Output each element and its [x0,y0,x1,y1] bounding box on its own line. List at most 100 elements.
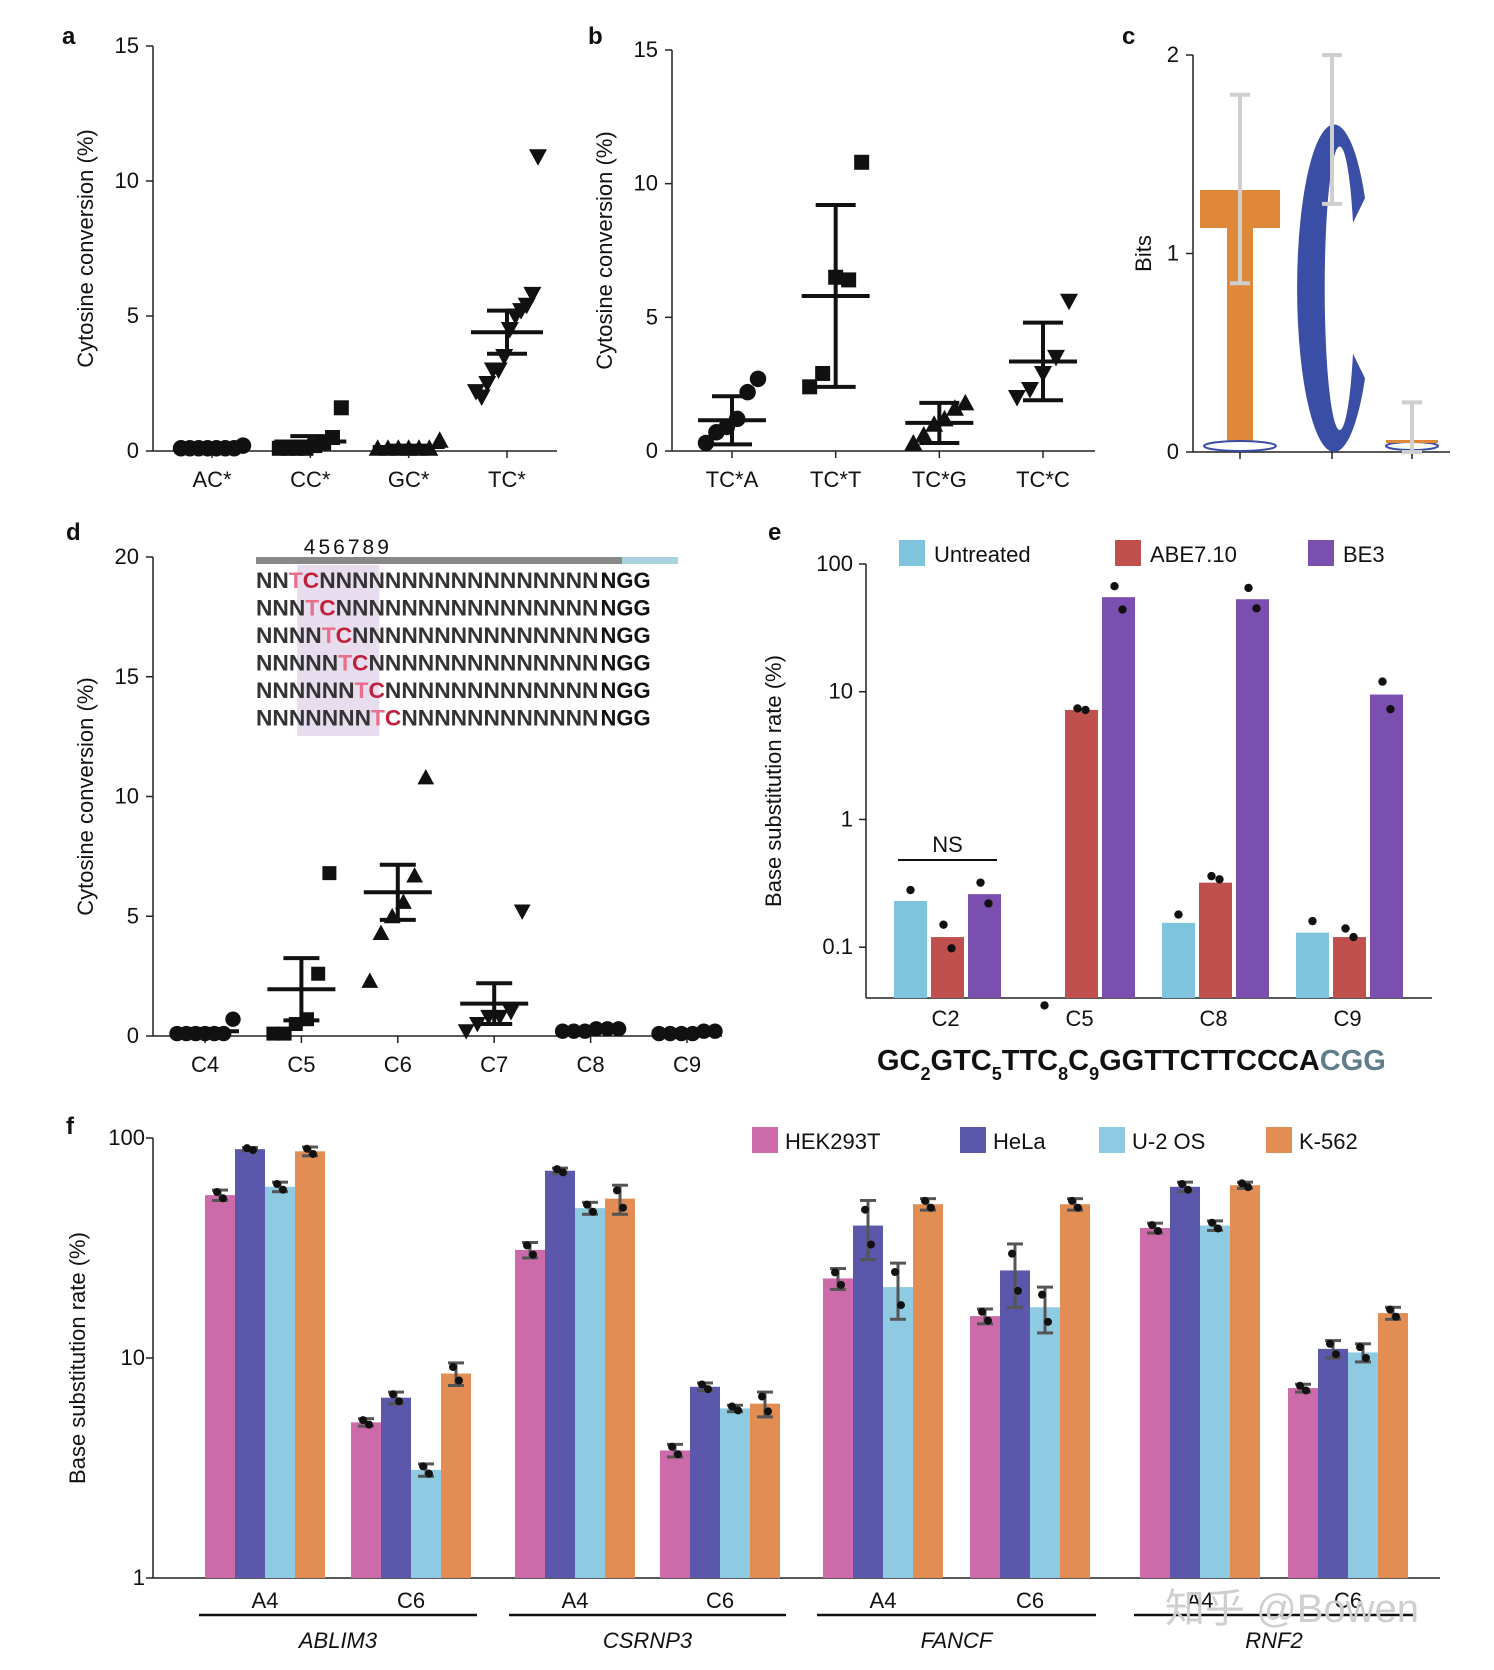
bar [381,1397,411,1578]
y-axis-label: Base substitution rate (%) [65,1232,90,1484]
bar [351,1422,381,1578]
data-point [502,1005,520,1021]
data-point [303,1144,311,1153]
chart-c-sequence-logo: 0 1 2 Bits [1131,42,1450,464]
legend-label: U-2 OS [1132,1129,1205,1154]
x-tick-label: C2 [931,1006,959,1031]
data-point [749,370,767,388]
x-tick-label: C5 [287,1052,315,1077]
seq-pre: NNNNNN [256,678,355,703]
data-point [1362,1354,1370,1362]
y-tick-label: 15 [115,33,139,58]
data-point [529,1250,537,1259]
bar [515,1249,545,1578]
data-point [359,1416,367,1425]
sequence-part: C [1068,1045,1089,1077]
legend-label: Untreated [934,542,1031,567]
data-point [1184,1185,1192,1194]
data-point [311,966,326,981]
data-point [1068,1196,1076,1205]
seq-t: T [289,568,303,593]
bar [720,1408,750,1578]
y-tick-label: 100 [108,1125,145,1150]
data-point [758,1392,766,1401]
data-point [234,437,252,454]
data-point [517,297,536,315]
bar [853,1225,883,1578]
y-tick-label: 0 [646,438,658,463]
data-point [583,1200,591,1209]
x-tick-label: C9 [673,1052,701,1077]
seq-post: NNNNNNNNNNNNNN [368,651,598,676]
gene-label: RNF2 [1245,1628,1302,1653]
bar [1318,1348,1348,1578]
bar [1348,1352,1378,1578]
data-point [513,904,531,920]
data-point [891,1267,899,1276]
data-point [728,1402,736,1411]
bar [1236,599,1269,998]
data-point [266,1026,281,1041]
x-tick-label: A4 [562,1588,589,1613]
data-point [976,878,985,887]
data-point [978,1307,986,1316]
data-point [1021,382,1039,399]
seq-pam: NGG [601,623,651,648]
x-tick-label: TC*T [810,467,861,492]
legend-label: ABE7.10 [1150,542,1237,567]
data-point [1356,1343,1364,1352]
bar [1140,1227,1170,1578]
sequence-part: GGTTCTTCCCA [1099,1045,1320,1077]
bar [1170,1186,1200,1578]
seq-row: NNTCNNNNNNNNNNNNNNNNN [256,568,599,593]
seq-row: NNNNN TCNNNNNNNNNNNNNN [256,651,599,676]
legend-label: K-562 [1299,1129,1358,1154]
x-tick-label: C6 [1334,1588,1362,1613]
data-point [613,1186,621,1195]
chart-b: 0 5 10 15 Cytosine conversion (%) TC*A TC*T TC*… [592,37,1095,492]
y-tick-label: 5 [646,304,658,329]
data-point [1386,1305,1394,1314]
bar [894,900,927,998]
data-point [697,434,715,452]
bar [968,894,1001,998]
sequence-subscript: 8 [1058,1064,1068,1084]
data-point [1296,1381,1304,1390]
seq-pam: NGG [601,706,651,731]
data-point [945,399,964,416]
data-point [867,1240,875,1249]
data-point [1178,1179,1186,1188]
data-point [1215,875,1224,884]
data-point [897,1301,905,1310]
bar [1288,1388,1318,1578]
window-positions: 456789 [304,536,392,559]
x-tick-label: C4 [191,1052,219,1077]
x-tick-label: CC* [290,467,331,492]
legend-swatch [752,1127,778,1153]
bar [1333,937,1366,998]
data-point [1378,677,1387,686]
data-point [406,867,423,883]
data-point [372,924,390,941]
data-point [921,1196,929,1205]
data-point [333,400,349,416]
x-tick-label: C9 [1333,1006,1361,1031]
data-point [389,1390,397,1399]
seq-row: NNNTCNNNNNNNNNNNNNNNN [256,596,599,621]
bar [411,1469,441,1578]
bar [660,1450,690,1578]
legend-swatch [1308,540,1334,566]
x-tick-label: A4 [252,1588,279,1613]
data-point [1252,604,1261,613]
data-point [1392,1312,1400,1321]
bar [575,1208,605,1578]
seq-pre: NNN [256,596,305,621]
bar [1200,1225,1230,1578]
seq-pam: NGG [601,651,651,676]
y-tick-label: 15 [634,37,658,62]
sequence-part: TTC [1002,1045,1058,1077]
data-point [277,1026,292,1041]
sequence-subscript: 9 [1089,1064,1099,1084]
data-point [668,1442,676,1451]
seq-t: T [338,651,352,676]
